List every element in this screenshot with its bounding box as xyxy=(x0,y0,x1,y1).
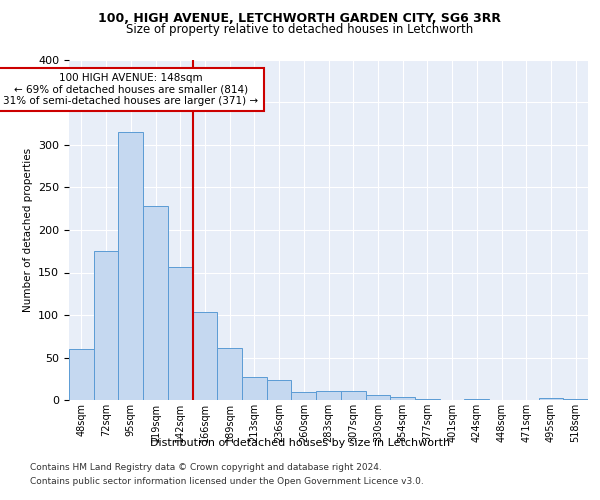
Bar xyxy=(267,380,292,400)
Bar xyxy=(464,399,489,400)
Text: Distribution of detached houses by size in Letchworth: Distribution of detached houses by size … xyxy=(150,438,450,448)
Bar xyxy=(242,377,267,400)
Text: Size of property relative to detached houses in Letchworth: Size of property relative to detached ho… xyxy=(127,22,473,36)
Bar xyxy=(341,390,365,400)
Text: 100, HIGH AVENUE, LETCHWORTH GARDEN CITY, SG6 3RR: 100, HIGH AVENUE, LETCHWORTH GARDEN CITY… xyxy=(98,12,502,26)
Bar xyxy=(539,398,563,400)
Bar xyxy=(118,132,143,400)
Bar xyxy=(292,392,316,400)
Bar xyxy=(563,399,588,400)
Bar xyxy=(143,206,168,400)
Bar xyxy=(94,251,118,400)
Bar xyxy=(390,396,415,400)
Text: 100 HIGH AVENUE: 148sqm
← 69% of detached houses are smaller (814)
31% of semi-d: 100 HIGH AVENUE: 148sqm ← 69% of detache… xyxy=(3,72,259,106)
Bar xyxy=(69,349,94,400)
Bar xyxy=(193,312,217,400)
Bar xyxy=(217,348,242,400)
Text: Contains public sector information licensed under the Open Government Licence v3: Contains public sector information licen… xyxy=(30,477,424,486)
Bar xyxy=(415,399,440,400)
Bar xyxy=(168,266,193,400)
Y-axis label: Number of detached properties: Number of detached properties xyxy=(23,148,32,312)
Text: Contains HM Land Registry data © Crown copyright and database right 2024.: Contains HM Land Registry data © Crown c… xyxy=(30,464,382,472)
Bar xyxy=(316,390,341,400)
Bar xyxy=(365,395,390,400)
